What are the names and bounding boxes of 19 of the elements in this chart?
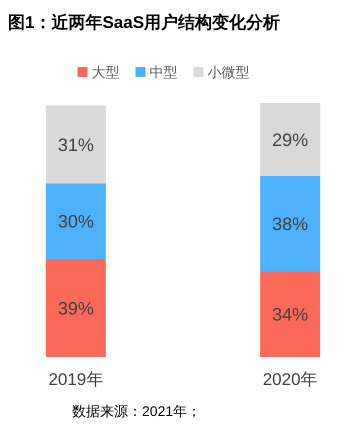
chart-title: 图1：近两年SaaS用户结构变化分析 — [8, 13, 280, 32]
data-label: 29% — [272, 130, 308, 150]
legend-label: 小微型 — [208, 64, 250, 80]
source-note: 数据来源：2021年； — [72, 403, 202, 419]
legend-label: 中型 — [150, 64, 178, 80]
x-tick-label: 2019年 — [48, 370, 104, 389]
data-label: 34% — [272, 304, 308, 325]
legend-label: 大型 — [92, 64, 120, 80]
bar — [260, 103, 320, 176]
x-tick-label: 2020年 — [262, 370, 318, 389]
bar — [46, 183, 106, 259]
bar — [46, 106, 106, 184]
data-label: 39% — [58, 298, 94, 318]
bar — [46, 258, 106, 357]
data-label: 38% — [272, 214, 308, 234]
bar — [260, 176, 320, 272]
data-label: 30% — [58, 212, 94, 232]
data-label: 31% — [58, 134, 94, 155]
bar — [260, 271, 320, 357]
